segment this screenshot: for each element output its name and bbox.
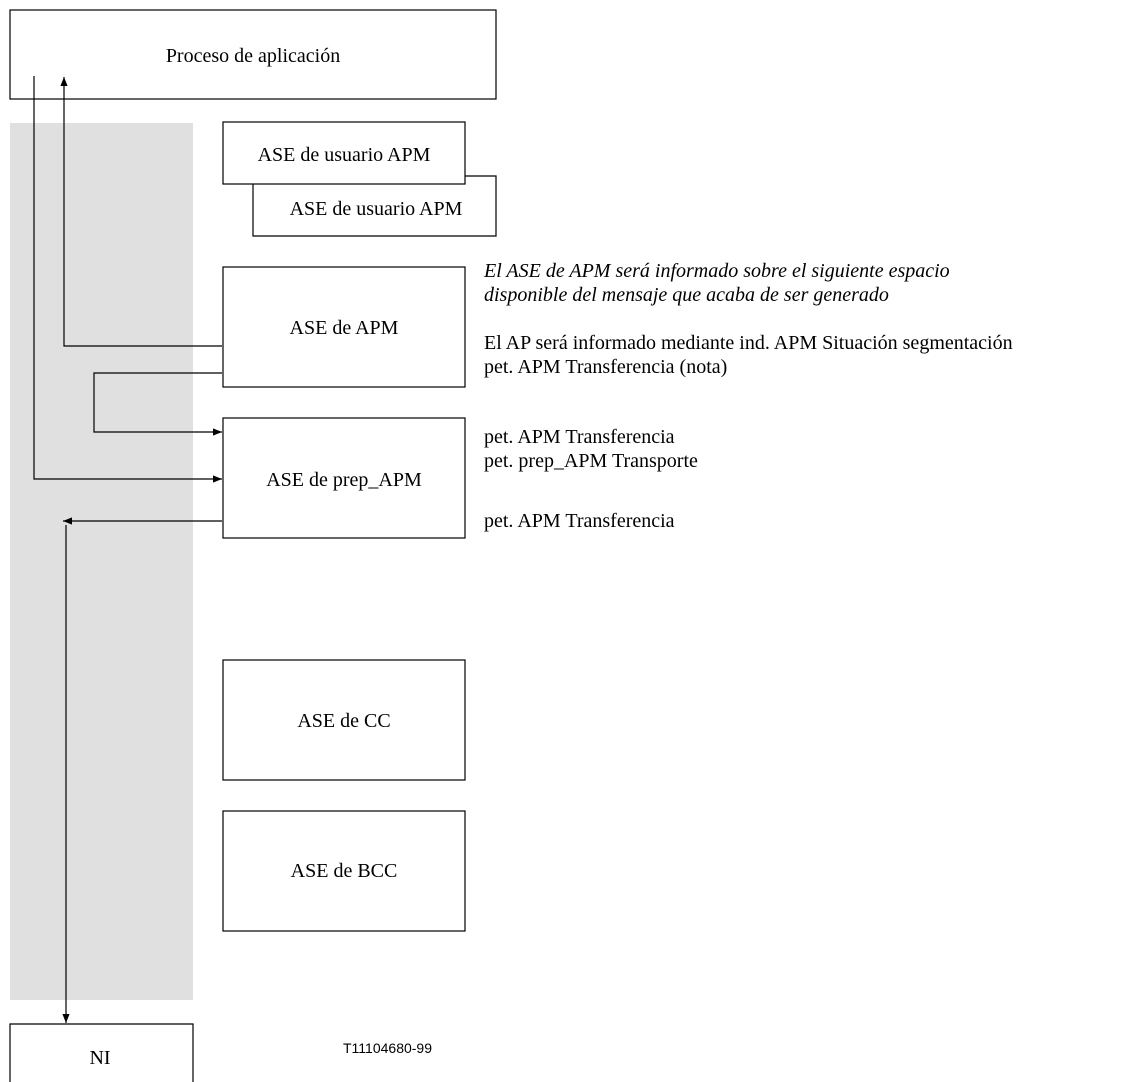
shaded-band bbox=[10, 123, 193, 1000]
user-ase-box-back: ASE de usuario APM bbox=[252, 175, 497, 237]
annotation-italic-line-1: El ASE de APM será informado sobre el si… bbox=[483, 260, 950, 282]
connector-apm-to-app bbox=[60, 77, 222, 347]
cc-ase-label: ASE de CC bbox=[297, 710, 390, 732]
user-ase-box-front: ASE de usuario APM bbox=[222, 121, 466, 185]
annotation-italic-line-2: disponible del mensaje que acaba de ser … bbox=[484, 284, 889, 306]
ni-box: NI bbox=[9, 1023, 194, 1082]
bcc-ase-box: ASE de BCC bbox=[222, 810, 466, 932]
apm-ase-box: ASE de APM bbox=[222, 266, 466, 388]
prep-apm-ase-label: ASE de prep_APM bbox=[266, 469, 422, 491]
apm-ase-label: ASE de APM bbox=[290, 317, 399, 339]
annotation-transfer-request-2: pet. APM Transferencia bbox=[484, 510, 675, 532]
application-process-label: Proceso de aplicación bbox=[166, 45, 340, 67]
user-ase-label-front: ASE de usuario APM bbox=[258, 144, 431, 166]
annotation-ap-informed: El AP será informado mediante ind. APM S… bbox=[484, 332, 1013, 354]
annotation-prep-transport-request: pet. prep_APM Transporte bbox=[484, 450, 698, 472]
annotation-transfer-request-note: pet. APM Transferencia (nota) bbox=[484, 356, 727, 378]
cc-ase-box: ASE de CC bbox=[222, 659, 466, 781]
figure-reference: T11104680-99 bbox=[343, 1040, 432, 1056]
application-process-box: Proceso de aplicación bbox=[9, 9, 497, 100]
bcc-ase-label: ASE de BCC bbox=[291, 860, 398, 882]
annotation-transfer-request-1: pet. APM Transferencia bbox=[484, 426, 675, 448]
connector-app-to-prep-apm bbox=[33, 76, 222, 483]
ni-label: NI bbox=[89, 1047, 110, 1069]
user-ase-label-back: ASE de usuario APM bbox=[290, 198, 463, 220]
prep-apm-ase-box: ASE de prep_APM bbox=[222, 417, 466, 539]
connector-apm-to-prep-apm bbox=[93, 372, 222, 436]
